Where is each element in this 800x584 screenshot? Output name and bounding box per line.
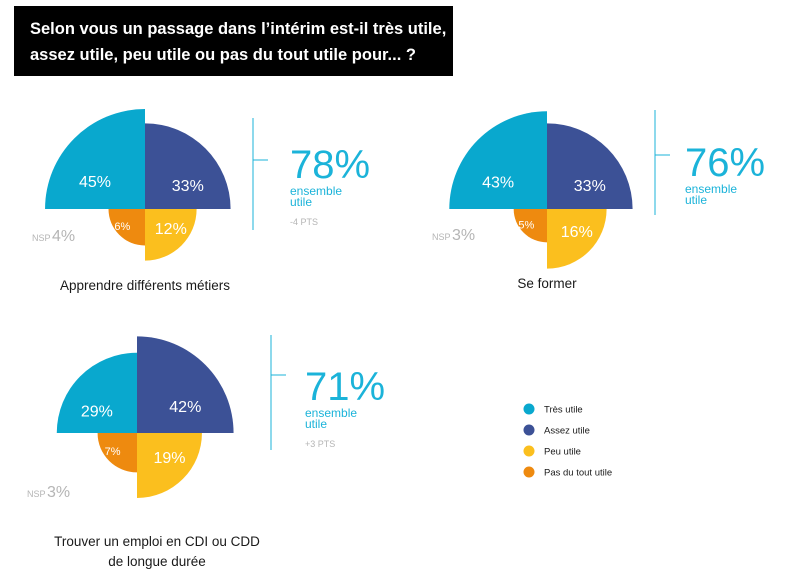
chart-3-total-value: 71% bbox=[305, 365, 385, 409]
chart-1-slice-label-4: 6% bbox=[114, 221, 130, 233]
chart-1-change: -4 PTS bbox=[290, 217, 318, 227]
chart-3-title-line-2: de longue durée bbox=[108, 554, 206, 569]
chart-3-slice-3 bbox=[137, 433, 202, 498]
legend-dot-3 bbox=[523, 445, 535, 457]
chart-1-slice-2 bbox=[145, 123, 231, 209]
chart-3-change: +3 PTS bbox=[305, 439, 335, 449]
chart-2-slice-label-1: 43% bbox=[482, 175, 514, 192]
legend-label-2: Assez utile bbox=[544, 426, 590, 437]
chart-2-total-value: 76% bbox=[685, 141, 765, 185]
chart-1-total-label-line-1: ensemble bbox=[290, 184, 342, 198]
legend-dot-2 bbox=[523, 424, 535, 436]
chart-2-slice-label-3: 16% bbox=[561, 224, 593, 241]
chart-3-total-label-line-1: ensemble bbox=[305, 406, 357, 420]
chart-1-slice-label-2: 33% bbox=[172, 178, 204, 195]
chart-3-title: Trouver un emploi en CDI ou CDD bbox=[54, 534, 260, 549]
chart-2-slice-1 bbox=[449, 111, 547, 209]
chart-1-slice-3 bbox=[145, 209, 197, 261]
chart-1-slice-4 bbox=[108, 209, 145, 246]
chart-3-slice-4 bbox=[97, 433, 137, 473]
chart-3-nsp-label: NSP bbox=[27, 489, 46, 499]
chart-3-nsp-value: 3% bbox=[47, 484, 70, 501]
chart-3-slice-2 bbox=[137, 336, 234, 433]
legend-label-1: Très utile bbox=[544, 405, 583, 416]
chart-2-slice-2 bbox=[547, 123, 633, 209]
chart-1-title: Apprendre différents métiers bbox=[60, 278, 230, 293]
chart-2-slice-4 bbox=[513, 209, 547, 243]
chart-2-nsp-value: 3% bbox=[452, 227, 475, 244]
chart-2-total-label-line-1: ensemble bbox=[685, 182, 737, 196]
chart-3-slice-label-3: 19% bbox=[153, 450, 185, 467]
chart-1-total-label-line-2: utile bbox=[290, 195, 312, 209]
chart-3-slice-label-4: 7% bbox=[105, 446, 121, 458]
chart-2-title: Se former bbox=[517, 276, 577, 291]
chart-2-slice-label-2: 33% bbox=[574, 178, 606, 195]
chart-2-total-label-line-2: utile bbox=[685, 193, 707, 207]
chart-1-slice-1 bbox=[45, 109, 145, 209]
chart-3-total-label-line-2: utile bbox=[305, 417, 327, 431]
legend-dot-4 bbox=[523, 466, 535, 478]
legend-label-4: Pas du tout utile bbox=[544, 468, 612, 479]
chart-1-slice-label-1: 45% bbox=[79, 174, 111, 191]
chart-2-nsp-label: NSP bbox=[432, 232, 451, 242]
chart-2-slice-3 bbox=[547, 209, 607, 269]
chart-2-slice-label-4: 5% bbox=[518, 219, 534, 231]
chart-3-slice-1 bbox=[56, 352, 137, 433]
chart-3-slice-label-2: 42% bbox=[169, 399, 201, 416]
chart-1-nsp-value: 4% bbox=[52, 228, 75, 245]
question-title-box: Selon vous un passage dans l’intérim est… bbox=[14, 6, 453, 76]
question-title-line-1: Selon vous un passage dans l’intérim est… bbox=[30, 20, 447, 38]
chart-1-total-value: 78% bbox=[290, 143, 370, 187]
legend-dot-1 bbox=[523, 403, 535, 415]
legend-label-3: Peu utile bbox=[544, 447, 581, 458]
chart-1-nsp-label: NSP bbox=[32, 233, 51, 243]
chart-1-slice-label-3: 12% bbox=[155, 221, 187, 238]
question-title-line-2: assez utile, peu utile ou pas du tout ut… bbox=[30, 46, 416, 64]
chart-3-slice-label-1: 29% bbox=[81, 404, 113, 421]
